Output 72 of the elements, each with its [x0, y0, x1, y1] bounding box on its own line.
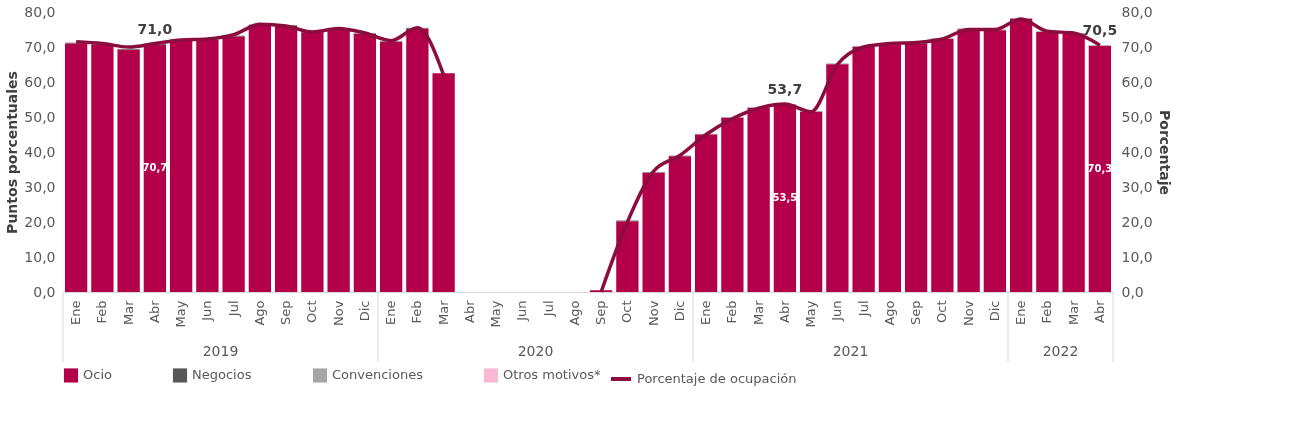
x-tick-label: Jun	[199, 300, 215, 322]
legend-label: Porcentaje de ocupación	[637, 371, 797, 386]
x-tick-label: Mar	[120, 299, 136, 326]
x-tick-label: May	[173, 300, 189, 328]
y-tick-label: 60,0	[24, 73, 56, 90]
y2-axis-title: Porcentaje	[1156, 110, 1173, 195]
x-tick-label: Ago	[881, 300, 897, 326]
x-tick-label: Jul	[855, 300, 871, 318]
x-tick-label: Oct	[619, 300, 635, 323]
y-tick-label: 80,0	[24, 3, 56, 20]
data-label: 53,7	[767, 81, 803, 98]
x-tick-label: Jul	[225, 300, 241, 318]
legend-label: Convenciones	[332, 367, 424, 383]
y2-tick-label: 40,0	[1121, 143, 1153, 160]
y2-tick-label: 60,0	[1121, 73, 1153, 90]
y-tick-label: 70,0	[24, 38, 56, 55]
legend-label: Otros motivos*	[503, 367, 601, 383]
x-tick-label: Feb	[94, 300, 110, 324]
y-tick-label: 10,0	[24, 248, 56, 265]
x-tick-label: Abr	[1091, 299, 1107, 323]
x-tick-label: Dic	[671, 300, 687, 322]
x-tick-label: May	[488, 300, 504, 328]
x-tick-label: Oct	[934, 300, 950, 323]
x-tick-label: Feb	[724, 300, 740, 324]
x-tick-label: Sep	[593, 300, 609, 326]
y2-tick-label: 20,0	[1121, 213, 1153, 230]
y2-tick-label: 70,0	[1121, 38, 1153, 55]
x-tick-label: Nov	[645, 300, 661, 326]
data-label: 70,5	[1082, 22, 1118, 39]
x-tick-label: Dic	[986, 300, 1002, 322]
text: 2022	[1042, 343, 1079, 359]
y-tick-label: 50,0	[24, 108, 56, 125]
y-tick-label: 40,0	[24, 143, 56, 160]
x-tick-label: Jun	[514, 300, 530, 322]
y2-tick-label: 30,0	[1121, 178, 1153, 195]
y2-tick-label: 80,0	[1121, 3, 1153, 20]
x-tick-label: Nov	[960, 300, 976, 326]
y2-tick-label: 10,0	[1121, 248, 1153, 265]
data-label: 71,0	[137, 20, 173, 37]
x-tick-label: Ene	[68, 300, 84, 325]
x-tick-label: Nov	[330, 300, 346, 326]
legend-label: Ocio	[83, 367, 112, 383]
y2-tick-label: 0,0	[1121, 283, 1144, 300]
y-axis-title: Puntos porcentuales	[4, 71, 21, 234]
y-tick-label: 30,0	[24, 178, 56, 195]
x-tick-label: Sep	[908, 300, 924, 326]
x-tick-label: Sep	[278, 300, 294, 326]
text: 2019	[202, 343, 239, 359]
x-tick-label: Mar	[750, 299, 766, 326]
x-tick-label: Mar	[1065, 299, 1081, 326]
x-tick-label: Ago	[566, 300, 582, 326]
y-tick-label: 20,0	[24, 213, 56, 230]
x-tick-label: Feb	[409, 300, 425, 324]
x-tick-label: Abr	[146, 299, 162, 323]
x-tick-label: Oct	[304, 300, 320, 323]
y2-tick-label: 50,0	[1121, 108, 1153, 125]
text: 2021	[832, 343, 869, 359]
x-tick-label: Mar	[435, 299, 451, 326]
x-tick-label: Abr	[461, 299, 477, 323]
y-tick-label: 0,0	[33, 283, 56, 300]
x-tick-label: Ago	[251, 300, 267, 326]
x-tick-label: May	[803, 300, 819, 328]
legend-label: Negocios	[192, 367, 252, 383]
x-tick-label: Feb	[1039, 300, 1055, 324]
x-tick-label: Jul	[540, 300, 556, 318]
x-tick-label: Dic	[356, 300, 372, 322]
text: 2020	[517, 343, 554, 359]
x-tick-label: Jun	[829, 300, 845, 322]
x-tick-label: Abr	[776, 299, 792, 323]
x-tick-label: Ene	[698, 300, 714, 325]
x-tick-label: Ene	[1013, 300, 1029, 325]
x-tick-label: Ene	[383, 300, 399, 325]
